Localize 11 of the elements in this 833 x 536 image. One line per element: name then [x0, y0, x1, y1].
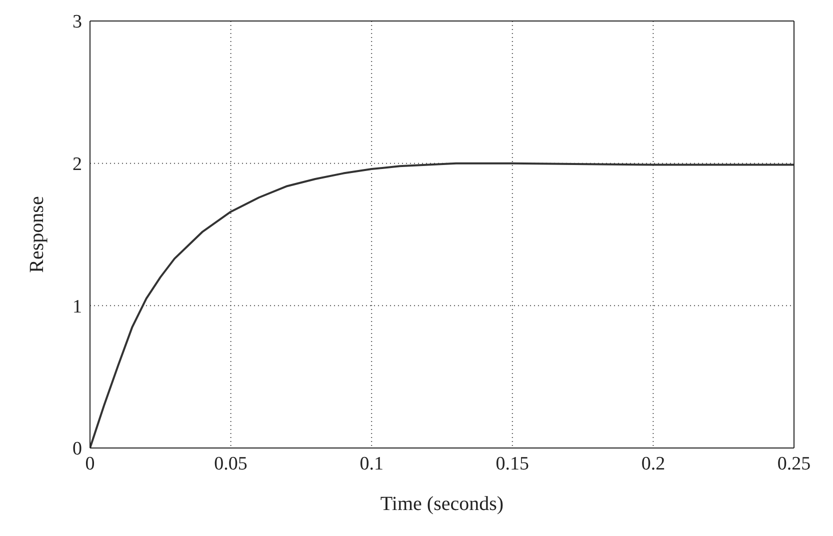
y-axis-title: Response: [26, 196, 48, 273]
x-tick-label: 0.25: [777, 453, 811, 474]
x-tick-label: 0.2: [641, 453, 666, 474]
y-tick-label: 2: [72, 154, 82, 176]
y-tick-label: 1: [72, 296, 82, 318]
y-tick-label: 3: [72, 12, 82, 33]
x-axis-title: Time (seconds): [380, 493, 504, 515]
x-tick-label: 0.05: [214, 453, 248, 474]
x-tick-label: 0.1: [360, 453, 384, 474]
x-tick-label: 0.15: [496, 453, 530, 474]
y-tick-label: 0: [72, 438, 82, 460]
